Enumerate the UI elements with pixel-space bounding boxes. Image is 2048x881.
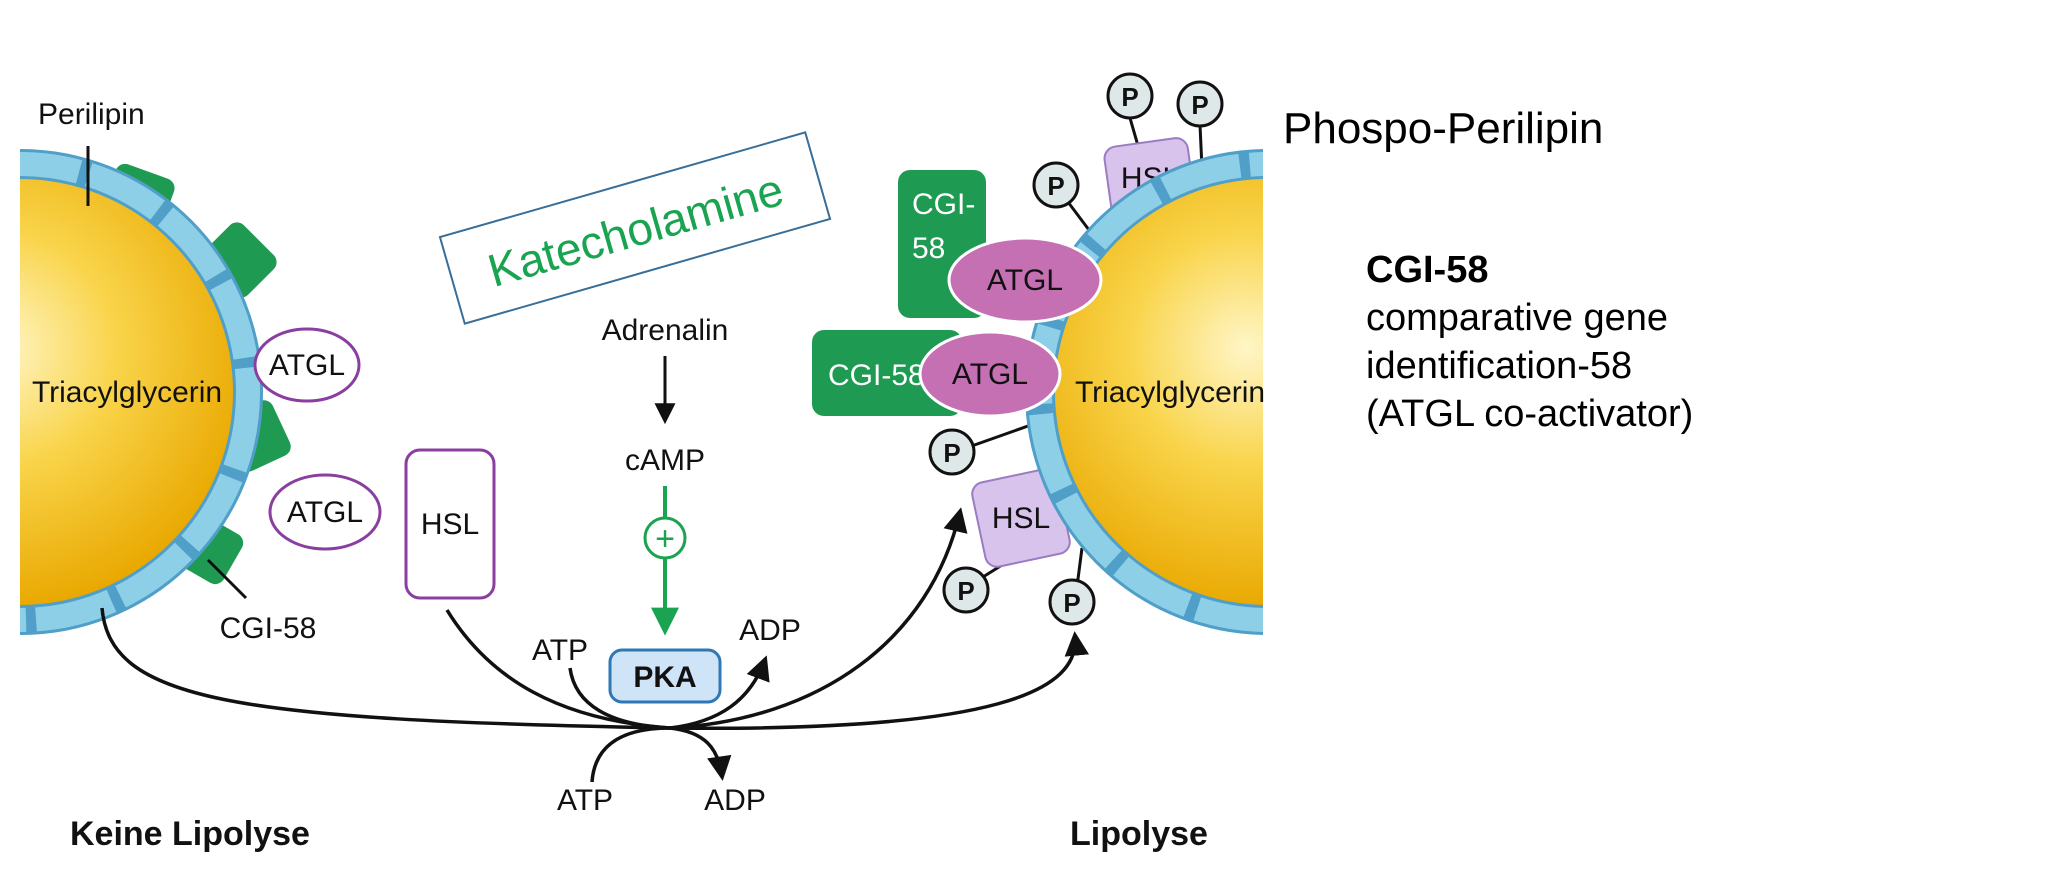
phosphate-label-1: P [1121, 82, 1138, 112]
right-triacylglycerin-core [1050, 174, 1263, 610]
katecholamine-box: Katecholamine [438, 131, 832, 325]
left-lipid-droplet [20, 149, 291, 635]
phosphate-circle-3 [1032, 161, 1080, 209]
phosphate-label-6: P [1063, 588, 1080, 618]
pka-box [608, 648, 722, 704]
phosphate-circle-1 [1106, 72, 1154, 120]
right-droplet-label: Triacylglycerin [1075, 376, 1265, 409]
phosphate-label-3: P [1047, 171, 1064, 201]
camp-label: cAMP [625, 444, 705, 477]
phosphate-circle-4 [928, 428, 976, 476]
phosphate-label-2: P [1191, 90, 1208, 120]
right-cgi58-lower-label: CGI-58 [828, 359, 925, 392]
adp-lower-label: ADP [704, 784, 766, 817]
phosphate-groups: P P P P P P [928, 72, 1224, 626]
adp-upper-label: ADP [739, 614, 801, 647]
right-cgi58-upper-line1: CGI- [912, 188, 975, 221]
keine-lipolyse-caption: Keine Lipolyse [70, 815, 310, 853]
adrenalin-label: Adrenalin [602, 314, 729, 347]
left-atgl-1 [253, 327, 361, 403]
lipolyse-caption: Lipolyse [1070, 815, 1208, 853]
left-cgi58-label: CGI-58 [220, 612, 317, 645]
right-atgl-lower-label: ATGL [952, 358, 1028, 391]
cgi58-definition: CGI-58 comparative gene identification-5… [1366, 246, 1693, 438]
cgi58-definition-line-2: identification-58 [1366, 345, 1633, 387]
right-cgi58-upper-line2: 58 [912, 232, 945, 265]
perilipin-label: Perilipin [38, 98, 145, 131]
left-atgl-2-label: ATGL [287, 496, 363, 529]
right-hsl-lower-label: HSL [992, 502, 1050, 535]
phospo-perilipin-note: Phospo-Perilipin [1283, 104, 1604, 153]
right-atgl-lower [918, 330, 1062, 418]
phosphate-circle-6 [1048, 578, 1096, 626]
phosphate-circle-5 [942, 566, 990, 614]
atp-upper-label: ATP [532, 634, 588, 667]
right-atgl-upper [947, 236, 1103, 324]
activation-plus-sign: + [655, 520, 675, 558]
right-atgl-upper-label: ATGL [987, 264, 1063, 297]
left-atgl-2 [268, 473, 382, 551]
cgi58-definition-line-1: comparative gene [1366, 297, 1669, 339]
pka-label: PKA [633, 661, 696, 694]
atp-lower-label: ATP [557, 784, 613, 817]
left-droplet-label: Triacylglycerin [32, 376, 222, 409]
free-hsl-box [404, 448, 496, 600]
cgi58-pointer [206, 558, 248, 600]
phosphate-label-4: P [943, 438, 960, 468]
activation-plus-circle [643, 516, 687, 560]
free-hsl-label: HSL [421, 508, 479, 541]
phosphate-label-5: P [957, 576, 974, 606]
phosphate-circle-2 [1176, 80, 1224, 128]
left-triacylglycerin-core [20, 174, 238, 610]
right-cgi58-lower [812, 330, 962, 416]
phosphorylation-pathways [100, 507, 1089, 783]
left-atgl-1-label: ATGL [269, 349, 345, 382]
cgi58-definition-heading: CGI-58 [1366, 249, 1489, 291]
cgi58-definition-line-3: (ATGL co-activator) [1366, 393, 1694, 435]
